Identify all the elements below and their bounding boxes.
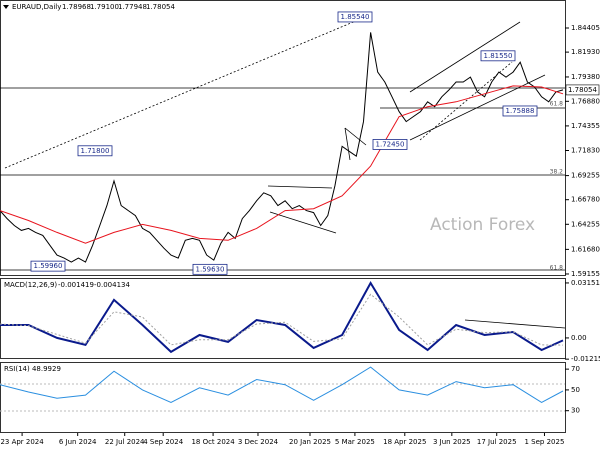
x-tick-label: 4 Sep 2024 [143,438,183,446]
indicator-line [0,366,564,403]
y-tick-label: 1.79380 [571,73,600,81]
y-tick-label: 0.00 [571,334,587,342]
x-tick-label: 6 Jun 2024 [59,438,97,446]
price-marker [337,11,373,23]
macd-readout: -0.001419 [58,281,94,289]
price-marker [192,263,228,275]
x-tick-label: 3 Jun 2025 [433,438,471,446]
panel-frames [0,0,566,433]
panel-title: MACD(12,26,9) [4,281,57,289]
main-title: EURAUD,Daily [12,3,61,11]
price-marker-label: 1.75888 [506,107,535,115]
last-price-label: 1.78054 [568,86,597,94]
watermark: Action Forex [430,215,535,235]
price-marker-label: 1.72450 [376,140,405,148]
y-tick-label: 1.64255 [571,220,600,228]
x-tick-label: 5 Mar 2025 [335,438,375,446]
ohlc-readout: 1.77948 [118,3,147,11]
y-tick-label: 1.76880 [571,97,600,105]
price-marker [480,50,516,62]
last-price-box [565,84,600,96]
price-marker-label: 1.59960 [34,262,63,270]
fib-label: 61.8 [550,101,564,108]
x-tick-label: 18 Oct 2024 [191,438,235,446]
y-tick-label: 1.84405 [571,24,600,32]
y-tick-label: 70 [571,365,580,373]
ohlc-readout: 1.79100 [90,3,119,11]
panel-title: RSI(14) 48.9929 [4,365,61,373]
price-line [0,32,564,263]
y-tick-label: 1.71830 [571,147,600,155]
title-arrow [3,5,9,9]
indicator-line [0,293,564,346]
ohlc-readout: 1.78968 [62,3,91,11]
price-marker-label: 1.81550 [484,52,513,60]
y-tick-label: -0.012158 [571,355,600,363]
y-tick-label: 1.74355 [571,122,600,130]
y-tick-label: 1.61680 [571,245,600,253]
y-tick-label: 30 [571,407,580,415]
price-marker [372,139,408,150]
price-marker-label: 1.71800 [81,147,110,155]
price-marker-label: 1.85540 [341,13,370,21]
drawings [0,14,566,412]
x-tick-label: 18 Apr 2025 [383,438,426,446]
price-marker [77,145,113,157]
fib-label: 61.8 [550,265,564,272]
y-tick-label: 50 [571,386,580,394]
price-marker-label: 1.59630 [196,265,225,273]
fib-label: 38.2 [550,169,564,176]
price-marker [502,105,538,117]
price-marker [30,260,66,272]
x-tick-label: 17 Jul 2025 [477,438,517,446]
indicator-line [0,85,564,244]
x-tick-label: 3 Dec 2024 [238,438,279,446]
y-tick-label: 1.81930 [571,48,600,56]
x-tick-label: 23 Apr 2024 [0,438,44,446]
x-tick-label: 20 Jan 2025 [289,438,331,446]
y-tick-label: 1.66780 [571,196,600,204]
ohlc-readout: 1.78054 [146,3,175,11]
y-tick-label: 0.03151 [571,279,600,287]
macd-readout: -0.004134 [94,281,130,289]
y-tick-label: 1.69255 [571,172,600,180]
y-tick-label: 1.59155 [571,270,600,278]
x-tick-label: 1 Sep 2025 [525,438,565,446]
x-tick-label: 22 Jul 2024 [105,438,145,446]
